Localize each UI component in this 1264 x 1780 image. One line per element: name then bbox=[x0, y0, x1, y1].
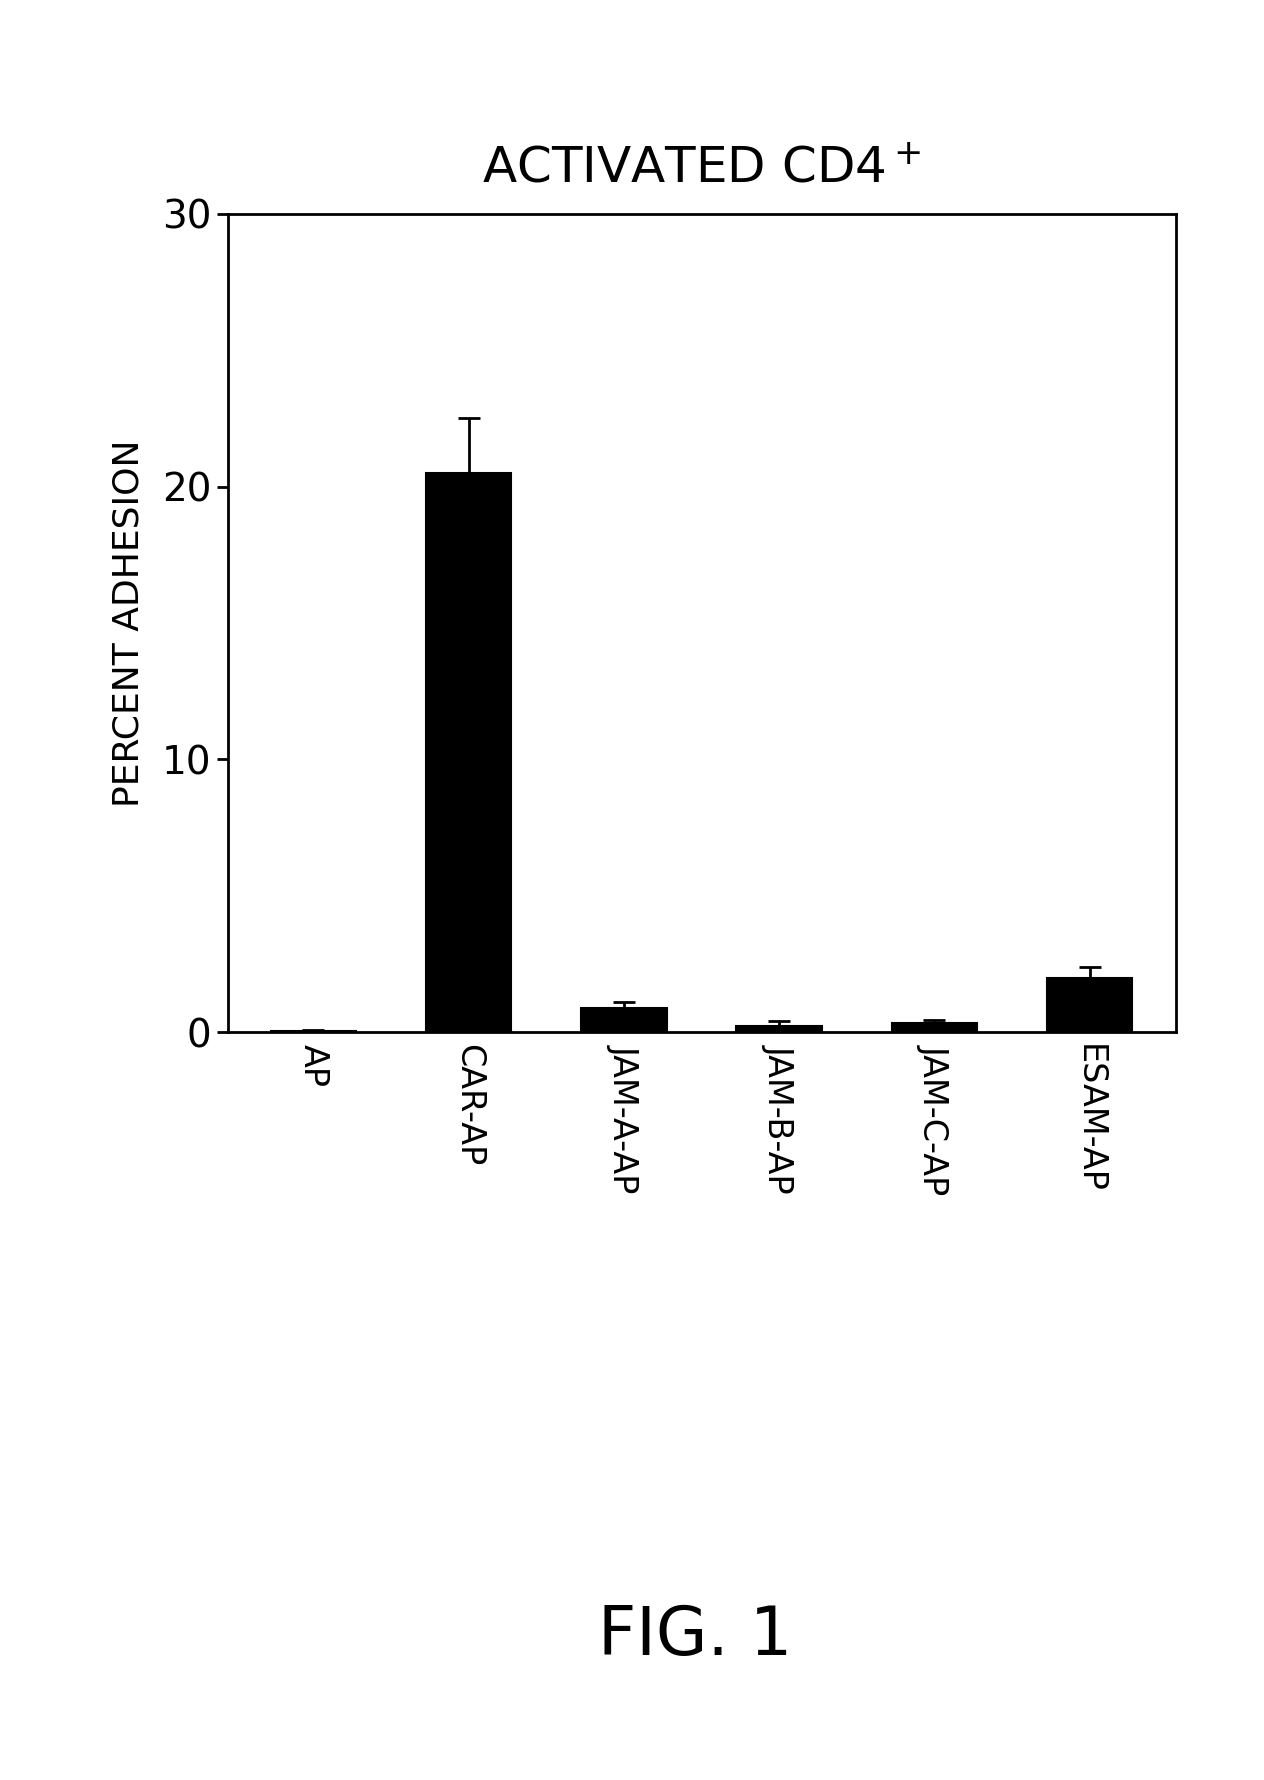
Bar bbox=[426, 473, 512, 1032]
Bar bbox=[737, 1025, 822, 1032]
Y-axis label: PERCENT ADHESION: PERCENT ADHESION bbox=[111, 440, 145, 806]
Bar bbox=[891, 1023, 977, 1032]
Bar bbox=[581, 1007, 666, 1032]
Bar bbox=[1047, 977, 1133, 1032]
Text: FIG. 1: FIG. 1 bbox=[598, 1604, 793, 1670]
Title: ACTIVATED CD4$^+$: ACTIVATED CD4$^+$ bbox=[482, 144, 921, 192]
